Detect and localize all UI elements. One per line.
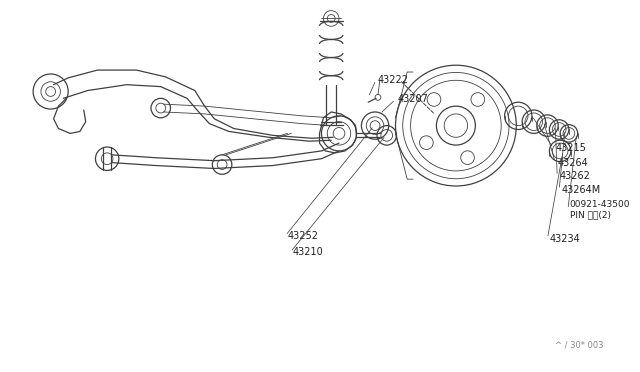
Text: 43264: 43264 [557,158,588,168]
Text: ^ / 30* 003: ^ / 30* 003 [556,341,604,350]
Text: 43264M: 43264M [561,185,600,195]
Text: 00921-43500
PIN ビン(2): 00921-43500 PIN ビン(2) [570,200,630,219]
Text: 43210: 43210 [292,247,323,257]
Text: 43234: 43234 [549,234,580,244]
Text: 43262: 43262 [559,171,590,181]
Text: 43207: 43207 [397,94,428,104]
Text: 43215: 43215 [556,143,586,153]
Text: 43222: 43222 [378,75,409,85]
Text: 43252: 43252 [287,231,318,241]
